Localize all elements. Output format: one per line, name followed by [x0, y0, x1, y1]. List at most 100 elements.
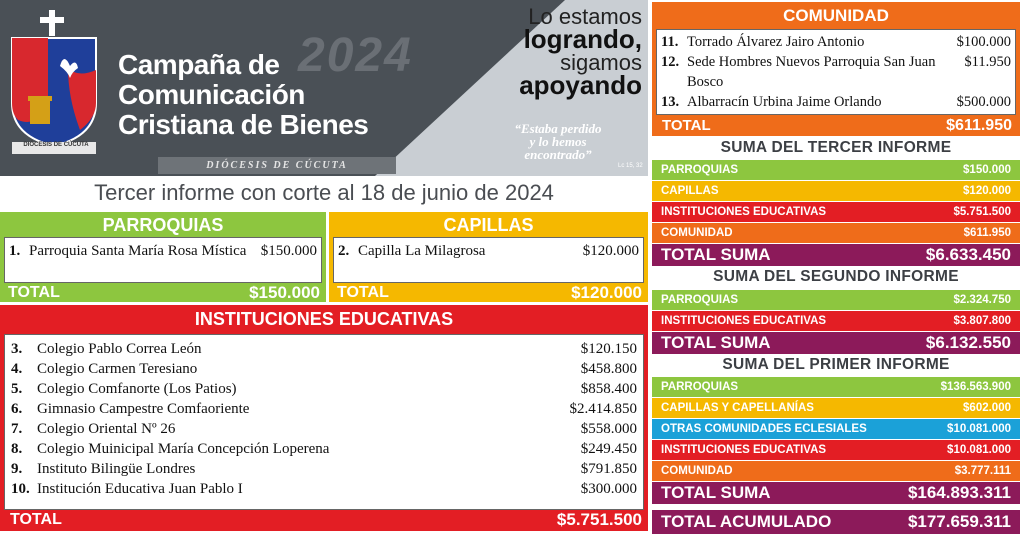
- item-number: 4.: [11, 361, 23, 377]
- tercer-row-instituciones: INSTITUCIONES EDUCATIVAS $5.751.500: [652, 202, 1020, 222]
- item-number: 10.: [11, 481, 30, 497]
- comunidad-total-row: TOTAL $611.950: [662, 115, 1012, 136]
- total-acumulado-row: TOTAL ACUMULADO $177.659.311: [652, 510, 1020, 534]
- item-value: $558.000: [580, 421, 637, 437]
- capillas-total-row: TOTAL $120.000: [337, 283, 642, 302]
- comunidad-section: COMUNIDAD 11. Torrado Álvarez Jairo Anton…: [652, 2, 1020, 136]
- parroquias-title: PARROQUIAS: [102, 215, 224, 235]
- capillas-title: CAPILLAS: [443, 215, 534, 235]
- row-value: $10.081.000: [947, 423, 1011, 435]
- item-value: $2.414.850: [569, 401, 638, 417]
- row-label: CAPILLAS: [661, 185, 719, 197]
- segundo-row-parroquias: PARROQUIAS $2.324.750: [652, 290, 1020, 310]
- item-name: Institución Educativa Juan Pablo I: [37, 481, 243, 497]
- parroquias-list: 1. Parroquia Santa María Rosa Mística $1…: [4, 237, 322, 283]
- item-name: Albarracín Urbina Jaime Orlando: [687, 94, 882, 110]
- item-name: Gimnasio Campestre Comfaoriente: [37, 401, 250, 417]
- item-number: 2.: [338, 243, 350, 259]
- total-value: $6.633.450: [925, 245, 1011, 264]
- acumulado-value: $177.659.311: [907, 512, 1011, 531]
- slogan-line-3: sigamos: [560, 50, 642, 75]
- slogan-line-4: apoyando: [519, 70, 642, 100]
- row-label: INSTITUCIONES EDUCATIVAS: [661, 315, 827, 327]
- tercer-row-comunidad: COMUNIDAD $611.950: [652, 223, 1020, 243]
- row-value: $3.807.800: [953, 315, 1011, 327]
- list-item: 5. Colegio Comfanorte (Los Patios) $858.40…: [11, 379, 637, 399]
- campaign-year: 2024: [298, 29, 413, 82]
- diocese-band: DIÓCESIS DE CÚCUTA: [158, 157, 396, 174]
- item-value: $11.950: [964, 54, 1011, 70]
- row-label: PARROQUIAS: [661, 294, 739, 306]
- parroquias-total-row: TOTAL $150.000: [8, 283, 320, 302]
- list-item: 9. Instituto Bilingüe Londres $791.850: [11, 459, 637, 479]
- item-name: Capilla La Milagrosa: [358, 243, 486, 259]
- item-value: $791.850: [580, 461, 637, 477]
- total-value: $120.000: [571, 282, 642, 302]
- list-item: 13. Albarracín Urbina Jaime Orlando $500.0…: [661, 92, 1011, 112]
- segundo-row-instituciones: INSTITUCIONES EDUCATIVAS $3.807.800: [652, 311, 1020, 331]
- row-label: INSTITUCIONES EDUCATIVAS: [661, 444, 827, 456]
- list-item: 7. Colegio Oriental Nº 26 $558.000: [11, 419, 637, 439]
- item-number: 7.: [11, 421, 23, 437]
- item-name: Colegio Pablo Correa León: [37, 341, 202, 357]
- row-label: COMUNIDAD: [661, 227, 733, 239]
- total-value: $611.950: [946, 116, 1012, 134]
- item-name: Instituto Bilingüe Londres: [37, 461, 196, 477]
- list-item: 4. Colegio Carmen Teresiano $458.800: [11, 359, 637, 379]
- quote-line-2: y lo hemos: [529, 134, 587, 149]
- segundo-informe-title: SUMA DEL SEGUNDO INFORME: [713, 268, 959, 285]
- item-value: $150.000: [260, 243, 317, 259]
- list-item: 11. Torrado Álvarez Jairo Antonio $100.000: [661, 32, 1011, 52]
- item-name: Colegio Carmen Teresiano: [37, 361, 198, 377]
- title-line-3: Cristiana de Bienes: [118, 109, 369, 140]
- report-subtitle: Tercer informe con corte al 18 de junio …: [94, 180, 554, 205]
- row-label: COMUNIDAD: [661, 465, 733, 477]
- item-name: Parroquia Santa María Rosa Mística: [29, 243, 247, 259]
- parroquias-section: PARROQUIAS 1. Parroquia Santa María Rosa…: [0, 212, 326, 302]
- tercer-total-row: TOTAL SUMA $6.633.450: [652, 244, 1020, 266]
- total-value: $164.893.311: [907, 483, 1011, 502]
- quote-reference: Lc 15, 32: [618, 163, 643, 169]
- instituciones-total-row: TOTAL $5.751.500: [10, 509, 642, 531]
- item-number: 1.: [9, 243, 21, 259]
- row-label: PARROQUIAS: [661, 164, 739, 176]
- item-value: $458.800: [580, 361, 637, 377]
- segundo-total-row: TOTAL SUMA $6.132.550: [652, 332, 1020, 354]
- total-label: TOTAL SUMA: [661, 483, 771, 502]
- diocese-shield-icon: [11, 10, 97, 154]
- row-label: PARROQUIAS: [661, 381, 739, 393]
- total-label: TOTAL: [8, 283, 60, 301]
- item-name: Colegio Muinicipal María Concepción Lope…: [37, 441, 330, 457]
- row-value: $2.324.750: [953, 294, 1011, 306]
- item-number: 8.: [11, 441, 23, 457]
- row-value: $3.777.111: [954, 465, 1011, 477]
- total-label: TOTAL: [662, 117, 711, 134]
- primer-total-row: TOTAL SUMA $164.893.311: [652, 482, 1020, 504]
- item-name: Torrado Álvarez Jairo Antonio: [687, 34, 865, 50]
- instituciones-section: INSTITUCIONES EDUCATIVAS 3. Colegio Pablo…: [0, 305, 648, 531]
- title-line-2: Comunicación: [118, 79, 305, 110]
- list-item: 10. Institución Educativa Juan Pablo I $30…: [11, 479, 637, 499]
- primer-row-otras-comunidades: OTRAS COMUNIDADES ECLESIALES $10.081.000: [652, 419, 1020, 439]
- row-label: OTRAS COMUNIDADES ECLESIALES: [661, 423, 867, 435]
- bible-quote: “Estaba perdido y lo hemos encontrado”: [478, 122, 638, 161]
- row-value: $611.950: [963, 227, 1011, 239]
- total-label: TOTAL: [337, 283, 389, 301]
- total-value: $6.132.550: [925, 333, 1011, 352]
- capillas-list: 2. Capilla La Milagrosa $120.000: [333, 237, 644, 283]
- item-number: 11.: [661, 34, 679, 50]
- item-number: 9.: [11, 461, 23, 477]
- shield-ribbon-text: DIÓCESIS DE CÚCUTA: [23, 142, 89, 148]
- quote-line-1: “Estaba perdido: [514, 121, 602, 136]
- total-value: $5.751.500: [556, 510, 642, 529]
- quote-line-3: encontrado”: [524, 147, 592, 162]
- primer-row-comunidad: COMUNIDAD $3.777.111: [652, 461, 1020, 481]
- campaign-title: Campaña de Comunicación Cristiana de Bie…: [118, 50, 369, 140]
- tercer-row-parroquias: PARROQUIAS $150.000: [652, 160, 1020, 180]
- item-number: 13.: [661, 94, 680, 110]
- item-value: $120.150: [580, 341, 637, 357]
- list-item: 8. Colegio Muinicipal María Concepción Lo…: [11, 439, 637, 459]
- slogan-line-2: logrando,: [523, 24, 642, 54]
- item-value: $100.000: [956, 34, 1011, 50]
- item-value: $858.400: [580, 381, 637, 397]
